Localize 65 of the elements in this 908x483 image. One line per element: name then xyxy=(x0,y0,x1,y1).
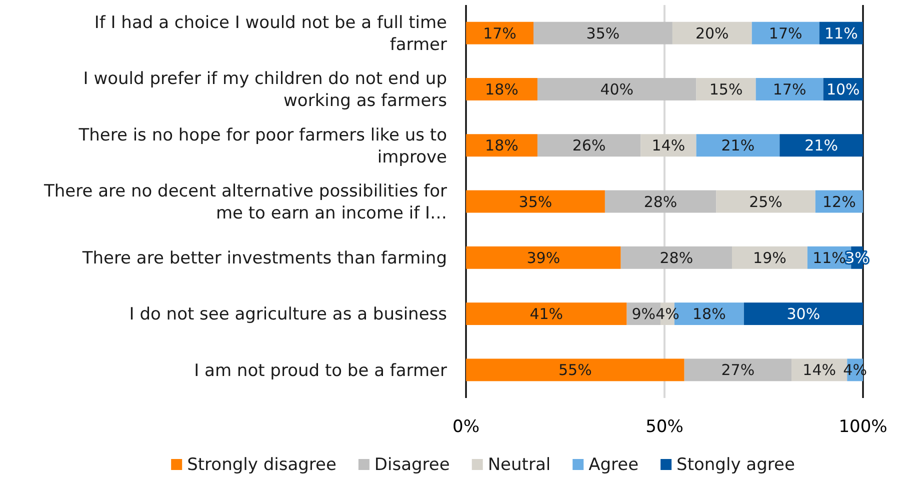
data-label: 14% xyxy=(802,361,836,380)
bar xyxy=(466,22,534,44)
bar xyxy=(684,358,792,382)
bar xyxy=(640,134,696,157)
bar xyxy=(537,78,696,100)
data-label: 27% xyxy=(721,361,755,380)
data-label: 28% xyxy=(644,192,678,211)
data-label: 26% xyxy=(572,136,606,155)
x-tick-label: 100% xyxy=(838,417,888,437)
bar xyxy=(466,302,627,326)
bar xyxy=(756,78,824,100)
y-tick-label: I would prefer if my children do not end up working as farmers xyxy=(83,69,448,112)
bar xyxy=(466,246,621,269)
data-label: 35% xyxy=(586,24,620,42)
data-label: 18% xyxy=(692,305,726,324)
x-tick-label: 50% xyxy=(646,417,684,437)
bar xyxy=(672,22,752,44)
data-label: 28% xyxy=(660,248,694,267)
data-label: 21% xyxy=(804,136,838,155)
bar xyxy=(533,22,672,44)
y-tick-label: There are better investments than farming xyxy=(81,248,447,269)
bar xyxy=(752,22,820,44)
bar xyxy=(604,190,716,213)
y-tick-label: If I had a choice I would not be a full time farmer xyxy=(94,13,447,56)
bar xyxy=(466,134,538,157)
data-label: 39% xyxy=(526,248,560,267)
data-label: 17% xyxy=(772,80,806,98)
data-label: 55% xyxy=(558,361,592,380)
y-tick-label: I am not proud to be a farmer xyxy=(194,360,447,381)
data-label: 17% xyxy=(768,24,802,42)
bar xyxy=(466,190,605,213)
data-label: 9% xyxy=(632,305,656,324)
bar xyxy=(466,78,538,100)
bar xyxy=(716,190,816,213)
data-label: 18% xyxy=(485,136,518,155)
legend-label: Stongly agree xyxy=(676,455,795,475)
legend-label: Neutral xyxy=(488,455,551,475)
data-label: 20% xyxy=(695,24,729,42)
bar xyxy=(732,246,808,269)
data-label: 21% xyxy=(721,136,755,155)
data-label: 41% xyxy=(530,305,564,324)
data-label: 12% xyxy=(822,192,856,211)
y-tick-label: There is no hope for poor farmers like us to improve xyxy=(78,125,447,168)
data-label: 11% xyxy=(824,24,858,42)
y-tick-label: I do not see agriculture as a business xyxy=(129,304,448,325)
legend-label: Disagree xyxy=(374,455,450,475)
data-label: 14% xyxy=(652,136,686,155)
data-label: 19% xyxy=(753,248,786,267)
y-tick-label: There are no decent alternative possibilities for me to earn an income if I… xyxy=(42,181,447,224)
data-label: 35% xyxy=(518,192,552,211)
data-label: 40% xyxy=(600,80,634,98)
legend-label: Agree xyxy=(588,455,639,475)
bar xyxy=(466,358,684,382)
x-tick-label: 0% xyxy=(452,417,480,437)
bar xyxy=(696,134,780,157)
data-label: 25% xyxy=(749,192,782,211)
data-label: 18% xyxy=(485,80,518,98)
bar xyxy=(620,246,732,269)
bar xyxy=(537,134,641,157)
legend-label: Strongly disagree xyxy=(187,455,336,475)
data-label: 30% xyxy=(786,305,820,324)
data-label: 17% xyxy=(483,24,516,42)
data-label: 10% xyxy=(826,80,860,98)
data-label: 11% xyxy=(812,248,846,267)
data-label: 15% xyxy=(709,80,743,98)
